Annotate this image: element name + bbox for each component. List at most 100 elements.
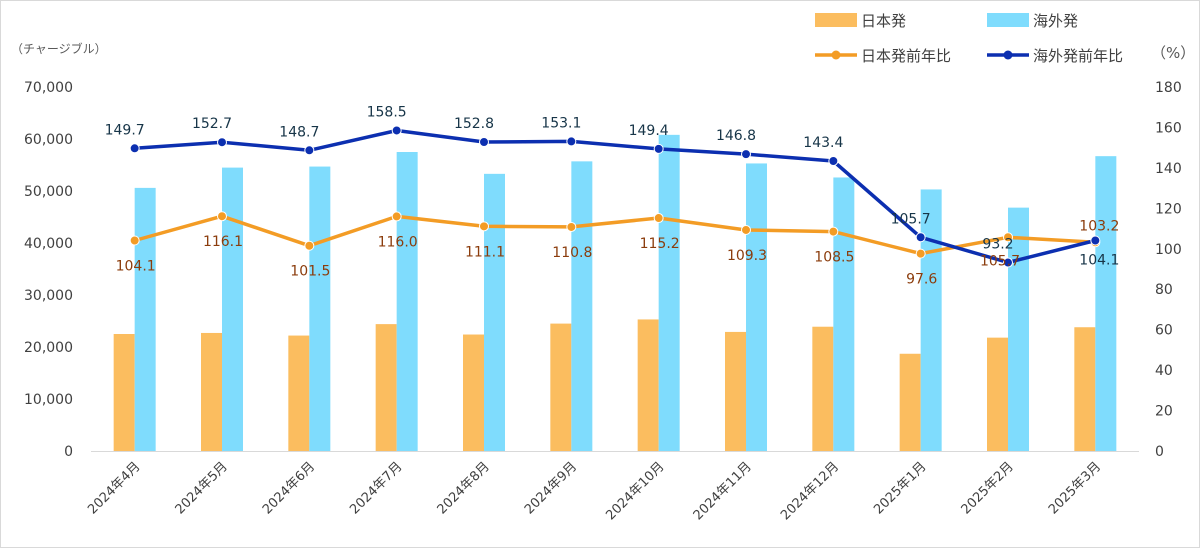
japan-yoy-point xyxy=(653,213,664,224)
right-axis-tick-label: 120 xyxy=(1155,201,1182,217)
overseas-yoy-point xyxy=(653,143,664,154)
japan-yoy-data-label: 103.2 xyxy=(1079,218,1119,234)
right-axis-tick-label: 140 xyxy=(1155,161,1182,177)
bar-japan xyxy=(637,319,659,451)
legend-label: 日本発 xyxy=(861,12,906,30)
left-axis-unit: （チャージブル） xyxy=(11,41,107,56)
bar-japan xyxy=(113,334,135,451)
right-axis-tick-label: 60 xyxy=(1155,323,1173,339)
bar-japan xyxy=(288,335,310,451)
japan-yoy-line xyxy=(134,214,1096,256)
bar-overseas xyxy=(658,134,680,451)
right-axis-unit: （%） xyxy=(1151,44,1195,62)
japan-yoy-point xyxy=(1003,232,1013,243)
right-axis-tick-label: 100 xyxy=(1155,242,1182,258)
right-axis-tick-label: 20 xyxy=(1155,404,1173,420)
legend-swatch xyxy=(987,13,1029,27)
left-axis-tick-label: 0 xyxy=(64,444,73,460)
japan-yoy-data-label: 101.5 xyxy=(290,264,330,280)
left-axis-tick-label: 50,000 xyxy=(24,184,73,200)
right-axis-tick-label: 160 xyxy=(1155,120,1182,136)
overseas-yoy-point xyxy=(915,232,926,243)
left-axis-tick-label: 60,000 xyxy=(24,132,73,148)
japan-yoy-point xyxy=(566,221,577,232)
bar-japan xyxy=(899,353,921,451)
overseas-yoy-point xyxy=(1090,235,1101,246)
legend-marker xyxy=(831,50,841,60)
overseas-yoy-point xyxy=(391,125,402,136)
bar-japan xyxy=(201,332,222,451)
left-axis-tick-label: 30,000 xyxy=(24,288,73,304)
japan-yoy-point xyxy=(479,221,489,232)
overseas-yoy-data-label: 152.7 xyxy=(192,116,232,132)
bar-japan xyxy=(812,326,834,451)
left-axis-tick-label: 20,000 xyxy=(24,340,73,356)
legend-label: 海外発 xyxy=(1033,12,1078,30)
bar-overseas xyxy=(222,167,243,451)
x-axis-tick-label: 2024年9月 xyxy=(522,459,580,517)
overseas-yoy-data-label: 93.2 xyxy=(982,237,1013,253)
overseas-yoy-line xyxy=(134,128,1096,265)
japan-yoy-point xyxy=(217,211,227,222)
japan-yoy-data-label: 108.5 xyxy=(814,250,854,266)
japan-yoy-data-label: 115.2 xyxy=(640,236,680,252)
bar-overseas xyxy=(571,161,593,452)
overseas-yoy-point xyxy=(566,136,577,147)
x-axis-tick-label: 2025年1月 xyxy=(871,459,929,517)
japan-yoy-point xyxy=(391,211,402,222)
bar-overseas xyxy=(920,189,942,451)
bar-overseas xyxy=(1095,156,1117,451)
japan-yoy-data-label: 104.1 xyxy=(116,258,156,274)
japan-yoy-data-label: 109.3 xyxy=(727,248,767,264)
x-axis-tick-label: 2024年4月 xyxy=(85,459,143,517)
japan-yoy-data-label: 116.0 xyxy=(378,234,418,250)
japan-yoy-data-label: 105.7 xyxy=(980,253,1020,269)
japan-yoy-point xyxy=(741,224,751,235)
overseas-yoy-point xyxy=(479,137,489,148)
left-axis-tick-label: 70,000 xyxy=(24,80,73,96)
x-axis-tick-label: 2024年10月 xyxy=(603,459,667,523)
japan-yoy-point xyxy=(304,240,315,251)
x-axis-tick-label: 2024年7月 xyxy=(347,459,405,517)
x-axis-tick-label: 2024年6月 xyxy=(260,459,318,517)
bar-overseas xyxy=(746,163,767,451)
japan-yoy-data-label: 97.6 xyxy=(906,272,937,288)
bar-japan xyxy=(725,331,746,451)
overseas-yoy-data-label: 105.7 xyxy=(891,211,931,227)
bar-overseas xyxy=(484,173,505,451)
right-axis-tick-label: 40 xyxy=(1155,363,1173,379)
bar-japan xyxy=(463,334,484,451)
overseas-yoy-data-label: 149.7 xyxy=(105,122,145,138)
x-axis-tick-label: 2024年8月 xyxy=(435,459,493,517)
x-axis-tick-label: 2024年11月 xyxy=(691,459,755,523)
bar-japan xyxy=(1074,327,1096,451)
japan-yoy-data-label: 116.1 xyxy=(203,234,243,250)
japan-yoy-point xyxy=(915,248,926,259)
overseas-yoy-data-label: 146.8 xyxy=(716,128,756,144)
right-axis-tick-label: 180 xyxy=(1155,80,1182,96)
legend-label: 日本発前年比 xyxy=(861,47,951,65)
bar-overseas xyxy=(309,166,331,451)
overseas-yoy-point xyxy=(304,145,315,156)
right-axis-tick-label: 0 xyxy=(1155,444,1164,460)
bar-overseas xyxy=(1008,207,1029,451)
bar-overseas xyxy=(833,177,855,452)
bar-japan xyxy=(375,324,397,451)
overseas-yoy-data-label: 149.4 xyxy=(629,123,669,139)
x-axis-tick-label: 2024年5月 xyxy=(173,459,231,517)
overseas-yoy-point xyxy=(1003,257,1013,268)
bar-overseas xyxy=(396,152,418,451)
bar-japan xyxy=(550,323,572,451)
overseas-yoy-data-label: 152.8 xyxy=(454,116,494,132)
overseas-yoy-point xyxy=(741,149,751,160)
legend-label: 海外発前年比 xyxy=(1033,47,1123,65)
right-axis-tick-label: 80 xyxy=(1155,282,1173,298)
legend-swatch xyxy=(815,13,857,27)
overseas-yoy-data-label: 153.1 xyxy=(541,115,581,131)
bar-overseas xyxy=(134,187,156,451)
japan-yoy-point xyxy=(828,226,839,237)
overseas-yoy-point xyxy=(828,156,839,167)
overseas-yoy-data-label: 158.5 xyxy=(367,104,407,120)
overseas-yoy-data-label: 143.4 xyxy=(803,135,843,151)
